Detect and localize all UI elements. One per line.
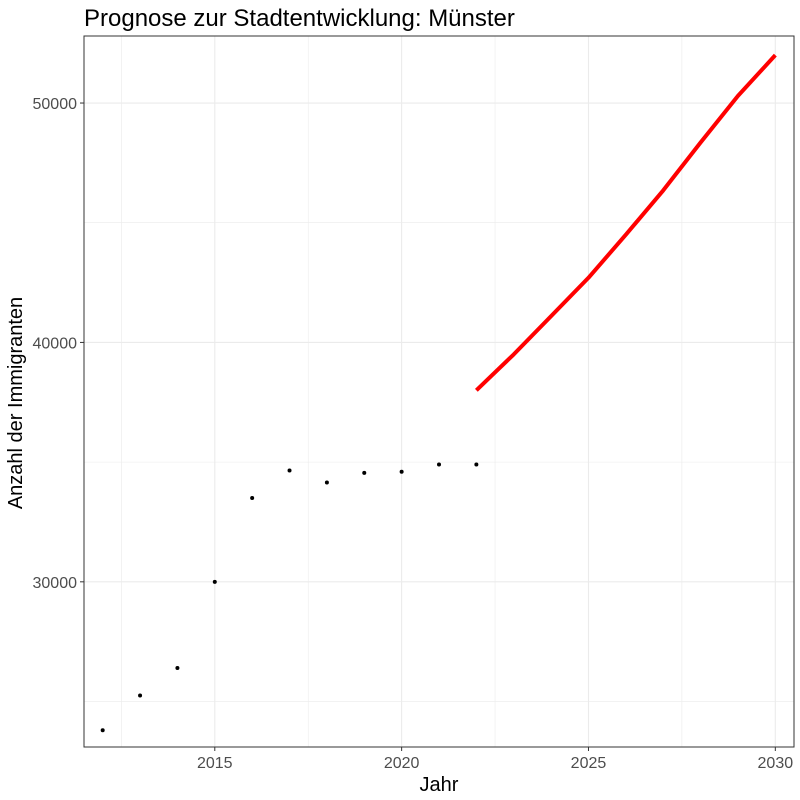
data-point xyxy=(324,480,329,485)
data-point xyxy=(175,666,180,670)
x-tick-label: 2020 xyxy=(384,755,420,772)
data-point xyxy=(138,693,143,698)
minor-gridlines xyxy=(84,36,794,747)
y-axis: 30000 40000 50000 xyxy=(33,96,84,592)
data-point xyxy=(212,579,217,584)
plot-panel-border xyxy=(83,35,795,748)
x-tick-label: 2015 xyxy=(197,755,233,772)
major-gridlines xyxy=(84,36,794,747)
chart-title: Prognose zur Stadtentwicklung: Münster xyxy=(84,5,515,32)
data-point xyxy=(437,462,441,467)
x-axis-title: Jahr xyxy=(420,774,459,796)
y-tick-label: 40000 xyxy=(33,335,78,352)
data-point xyxy=(362,470,367,475)
data-point xyxy=(399,469,404,474)
x-tick-label: 2030 xyxy=(758,755,794,772)
data-point xyxy=(474,462,479,467)
x-axis: 2015 2020 2025 2030 xyxy=(197,747,793,772)
y-tick-label: 50000 xyxy=(33,96,78,113)
forecast-line xyxy=(474,53,777,392)
data-series xyxy=(100,53,777,733)
data-point xyxy=(287,468,292,473)
y-axis-title: Anzahl der Immigranten xyxy=(5,297,27,509)
plot-panel-background xyxy=(84,36,794,747)
y-tick-label: 30000 xyxy=(33,575,78,592)
data-point xyxy=(100,728,105,733)
x-tick-label: 2025 xyxy=(571,755,607,772)
data-point xyxy=(250,496,255,501)
